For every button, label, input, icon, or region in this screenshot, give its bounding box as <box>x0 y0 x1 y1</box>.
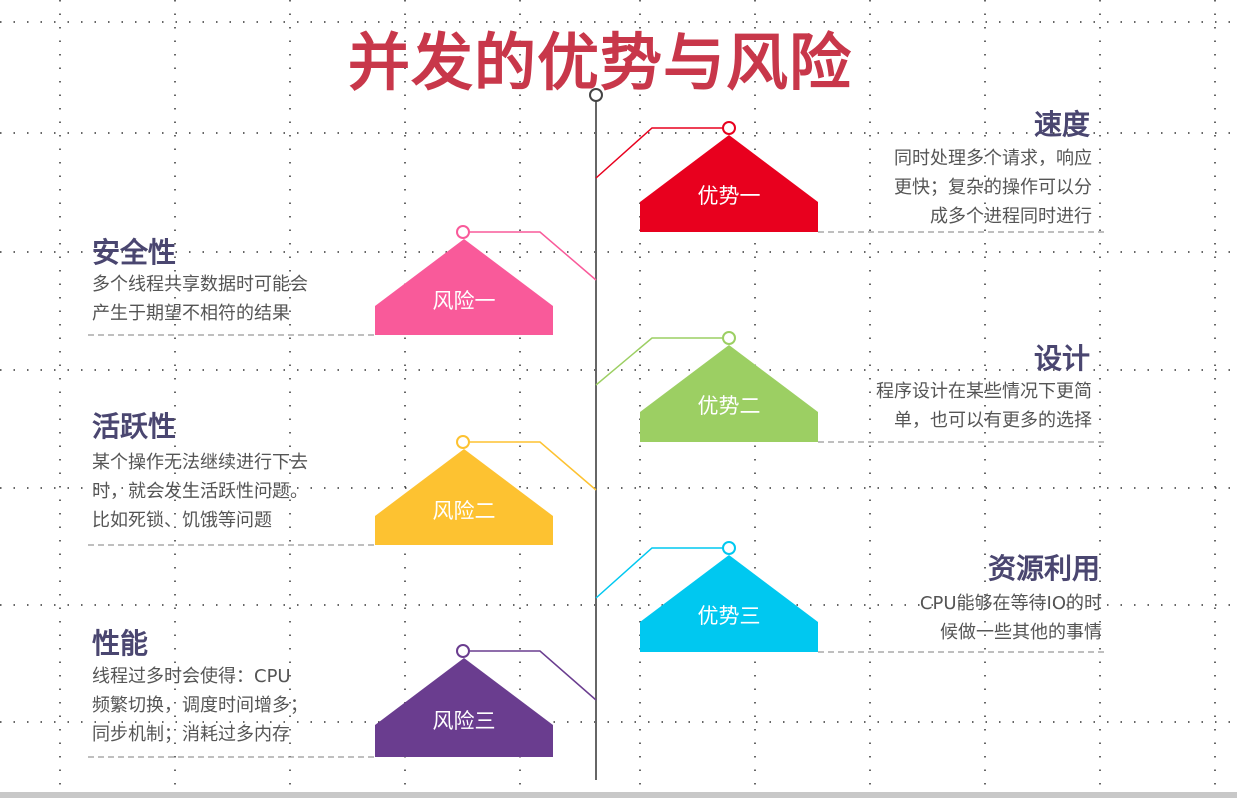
advantage-1-label: 优势一 <box>697 184 761 208</box>
desc-line: 多个线程共享数据时可能会 <box>92 274 308 295</box>
connector-line <box>595 127 723 179</box>
desc-line: 频繁切换，调度时间增多； <box>92 695 308 716</box>
risk-3-label: 风险三 <box>432 709 496 733</box>
risk-1-label: 风险一 <box>432 289 496 313</box>
desc-line: 更快；复杂的操作可以分 <box>894 177 1092 198</box>
advantage-2-heading: 设计 <box>1033 342 1090 375</box>
risk-3-desc: 线程过多时会使得：CPU 频繁切换，调度时间增多； 同步机制；消耗过多内存 <box>92 662 308 749</box>
advantage-3-heading: 资源利用 <box>987 552 1100 585</box>
advantage-1-shape <box>640 135 818 232</box>
timeline-start-circle <box>589 88 603 102</box>
bottom-bar <box>0 792 1237 798</box>
connector-line <box>469 441 597 491</box>
desc-line: 某个操作无法继续进行下去 <box>92 452 308 473</box>
advantage-1-heading: 速度 <box>1033 108 1090 141</box>
desc-line: 线程过多时会使得：CPU <box>92 666 291 687</box>
connector-circle <box>722 541 736 555</box>
desc-line: 同步机制；消耗过多内存 <box>92 724 290 745</box>
advantage-2-desc: 程序设计在某些情况下更简 单，也可以有更多的选择 <box>820 377 1092 435</box>
desc-line: 候做一些其他的事情 <box>940 622 1102 643</box>
advantage-1-desc: 同时处理多个请求，响应 更快；复杂的操作可以分 成多个进程同时进行 <box>820 144 1092 231</box>
desc-line: 时，就会发生活跃性问题。 <box>92 481 308 502</box>
connector-line <box>595 547 723 599</box>
advantage-3-shape <box>640 555 818 652</box>
risk-2-desc: 某个操作无法继续进行下去 时，就会发生活跃性问题。 比如死锁、饥饿等问题 <box>92 448 308 535</box>
desc-line: 同时处理多个请求，响应 <box>894 148 1092 169</box>
connector-circle <box>722 331 736 345</box>
desc-line: 单，也可以有更多的选择 <box>894 410 1092 431</box>
advantage-3-label: 优势三 <box>697 604 761 628</box>
risk-3-shape <box>375 658 553 757</box>
risk-2-heading: 活跃性 <box>92 410 177 443</box>
desc-line: 成多个进程同时进行 <box>930 206 1092 227</box>
risk-3-heading: 性能 <box>92 627 149 660</box>
risk-1-shape <box>375 239 553 335</box>
advantage-3-desc: CPU能够在等待IO的时 候做一些其他的事情 <box>820 589 1102 647</box>
connector-circle <box>456 644 470 658</box>
risk-1-desc: 多个线程共享数据时可能会 产生于期望不相符的结果 <box>92 270 308 328</box>
desc-line: 程序设计在某些情况下更简 <box>876 381 1092 402</box>
connector-line <box>469 650 597 701</box>
connector-line <box>595 337 723 386</box>
connector-circle <box>456 225 470 239</box>
connector-circle <box>456 435 470 449</box>
advantage-2-label: 优势二 <box>697 394 761 418</box>
risk-1-heading: 安全性 <box>92 236 177 269</box>
desc-line: CPU能够在等待IO的时 <box>919 593 1102 614</box>
advantage-2-shape <box>640 345 818 442</box>
risk-2-shape <box>375 449 553 545</box>
connector-line <box>469 231 597 281</box>
desc-line: 比如死锁、饥饿等问题 <box>92 510 272 531</box>
page-title: 并发的优势与风险 <box>347 26 852 99</box>
risk-2-label: 风险二 <box>432 499 496 523</box>
desc-line: 产生于期望不相符的结果 <box>92 303 290 324</box>
connector-circle <box>722 121 736 135</box>
